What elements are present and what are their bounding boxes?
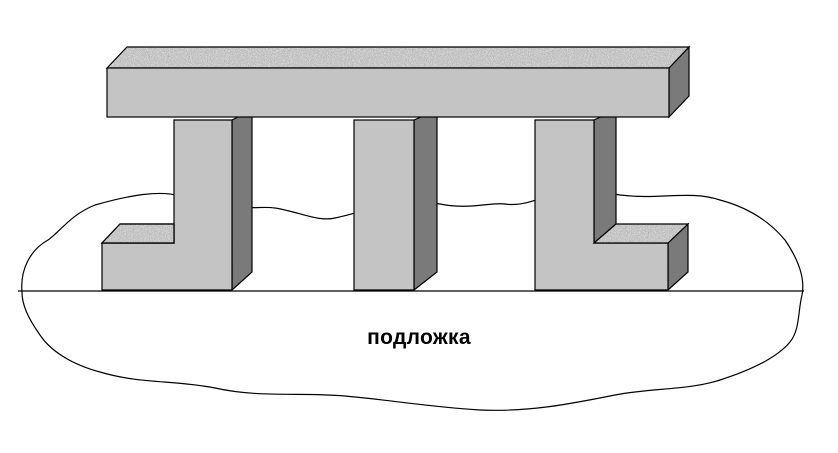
middle-column	[353, 109, 438, 292]
top-beam	[105, 45, 691, 119]
left-anchor	[100, 109, 253, 292]
substrate-label: подложка	[367, 326, 471, 349]
top-beam-front-face	[106, 67, 670, 118]
left-anchor-side-face	[231, 109, 253, 292]
right-anchor	[534, 109, 690, 292]
middle-column-side-face	[413, 109, 438, 292]
middle-column-front-face	[353, 119, 415, 291]
right-anchor-side-face	[593, 109, 617, 245]
